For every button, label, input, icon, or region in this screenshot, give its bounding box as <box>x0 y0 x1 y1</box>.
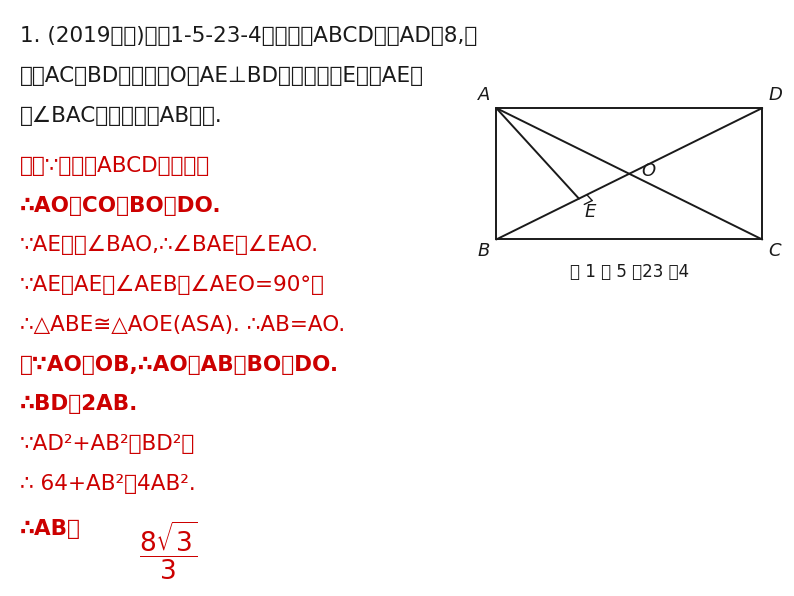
Text: E: E <box>585 203 596 221</box>
Text: ∴BD＝2AB.: ∴BD＝2AB. <box>20 395 138 414</box>
Text: ∵AE平分∠BAO,∴∠BAE＝∠EAO.: ∵AE平分∠BAO,∴∠BAE＝∠EAO. <box>20 235 319 256</box>
Text: C: C <box>768 242 781 260</box>
Text: ∴△ABE≅△AOE(ASA). ∴AB=AO.: ∴△ABE≅△AOE(ASA). ∴AB=AO. <box>20 315 345 335</box>
Text: ∵AD²+AB²＝BD²，: ∵AD²+AB²＝BD²， <box>20 434 195 454</box>
Text: 1. (2019通辽)如图1-5-23-4，在矩形ABCD中，AD＝8,对: 1. (2019通辽)如图1-5-23-4，在矩形ABCD中，AD＝8,对 <box>20 26 477 46</box>
Text: 又∵AO＝OB,∴AO＝AB＝BO＝DO.: 又∵AO＝OB,∴AO＝AB＝BO＝DO. <box>20 355 339 374</box>
Text: 图 1 － 5 －23 －4: 图 1 － 5 －23 －4 <box>569 263 689 281</box>
Text: B: B <box>478 242 491 260</box>
Text: ∵AE＝AE，∠AEB＝∠AEO=90°，: ∵AE＝AE，∠AEB＝∠AEO=90°， <box>20 275 325 295</box>
Text: ∴AO＝CO＝BO＝DO.: ∴AO＝CO＝BO＝DO. <box>20 195 222 216</box>
Text: ∴AB＝: ∴AB＝ <box>20 519 81 539</box>
Text: ∴ 64+AB²＝4AB².: ∴ 64+AB²＝4AB². <box>20 474 195 493</box>
Text: 解：∵四边形ABCD是矩形，: 解：∵四边形ABCD是矩形， <box>20 156 210 176</box>
Text: $\dfrac{8\sqrt{3}}{3}$: $\dfrac{8\sqrt{3}}{3}$ <box>139 519 197 582</box>
Text: O: O <box>642 162 655 180</box>
Text: 分∠BAC，试求线段AB的长.: 分∠BAC，试求线段AB的长. <box>20 105 222 126</box>
Text: 角线AC与BD相交于点O，AE⊥BD，垂足为点E，且AE平: 角线AC与BD相交于点O，AE⊥BD，垂足为点E，且AE平 <box>20 66 424 86</box>
Text: A: A <box>478 86 491 104</box>
Text: D: D <box>768 86 782 104</box>
